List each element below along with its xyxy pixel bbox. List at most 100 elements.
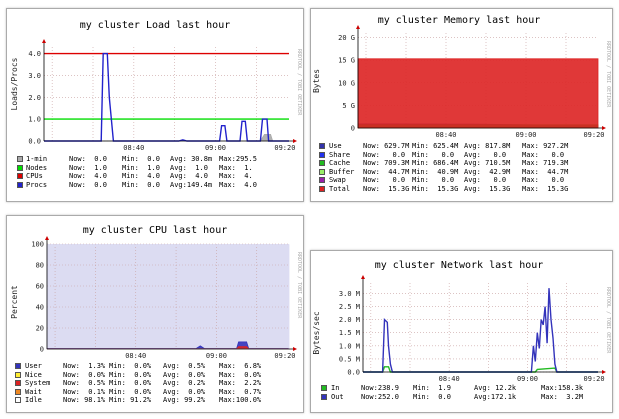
network-series-out: [363, 288, 598, 373]
network-y-tick-label: 2.5 M: [339, 303, 360, 311]
legend-avg: Avg: 0.0: [464, 150, 507, 159]
cpu-y-axis-arrow: [45, 236, 49, 240]
memory-x-tick-label: 09:00: [515, 131, 536, 139]
legend-avg: Avg: 42.9M: [464, 167, 511, 176]
cpu-y-axis-label: Percent: [10, 285, 19, 319]
legend-max: Max:158.3k: [541, 384, 584, 392]
legend-name: CPUs: [26, 172, 43, 181]
legend-swatch: [321, 393, 327, 400]
legend-avg: Avg: 15.3G: [464, 184, 511, 193]
legend-name: Procs: [26, 180, 48, 189]
legend-min: Min: 0.0%: [109, 387, 152, 396]
legend-avg: Avg: 30.8m: [170, 155, 213, 163]
memory-x-axis-arrow: [602, 126, 606, 130]
legend-avg: Avg: 0.0%: [163, 370, 206, 379]
legend-now: Now: 0.0: [363, 150, 406, 159]
load-x-tick-label: 08:40: [123, 144, 144, 152]
legend-now: Now:252.0: [361, 392, 399, 401]
legend-max: Max: 1.: [219, 163, 253, 172]
cpu-plot-area: [47, 244, 289, 349]
legend-avg: Avg: 1.0: [170, 163, 208, 172]
network-plot-area: [363, 283, 598, 372]
network-y-axis-arrow: [361, 275, 365, 279]
legend-now: Now: 44.7M: [363, 167, 410, 176]
legend-max: Max: 15.3G: [522, 184, 569, 193]
legend-avg: Avg: 817.8M: [464, 142, 511, 150]
legend-min: Min: 0.0: [122, 180, 160, 189]
legend-now: Now: 0.5%: [63, 379, 106, 388]
legend-name: Out: [331, 392, 344, 401]
load-y-axis-arrow: [42, 39, 46, 43]
load-series-procs: [44, 52, 289, 142]
legend-swatch: [319, 143, 325, 149]
legend-max: Max: 4.: [219, 172, 253, 181]
legend-swatch: [321, 385, 327, 391]
legend-min: Min: 15.3G: [412, 184, 459, 193]
network-x-tick-label: 09:20: [584, 375, 605, 383]
network-chart-svg: my cluster Network last hour Bytes/sec R…: [312, 260, 611, 383]
legend-now: Now: 1.0: [69, 163, 107, 172]
legend-max: Max: 0.0%: [219, 370, 262, 379]
legend-min: Min: 0.0%: [109, 370, 152, 379]
legend-max: Max: 4.0: [219, 180, 257, 189]
legend-name: Cache: [329, 159, 351, 168]
memory-y-tick-label: 20 G: [338, 34, 355, 42]
legend-name: Idle: [25, 396, 42, 405]
memory-chart-svg: my cluster Memory last hour Bytes RRDTOO…: [312, 15, 611, 139]
load-y-axis-label: Loads/Procs: [10, 57, 19, 110]
legend-max: Max: 0.0: [522, 150, 565, 159]
memory-x-tick-label: 08:40: [435, 131, 456, 139]
legend-min: Min: 686.4M: [412, 159, 459, 168]
memory-x-tick-label: 09:20: [583, 131, 604, 139]
legend-name: Swap: [329, 176, 346, 185]
memory-y-tick-label: 0: [351, 125, 355, 133]
legend-avg: Avg: 4.0: [170, 172, 208, 181]
cpu-y-tick-label: 80: [36, 262, 44, 270]
network-x-tick-label: 08:40: [439, 375, 460, 383]
legend-name: Share: [329, 150, 351, 159]
cpu-chart-panel: my cluster CPU last hour Percent RRDTOOL…: [6, 215, 304, 413]
load-x-tick-label: 09:20: [274, 144, 295, 152]
load-chart-svg: my cluster Load last hour Loads/Procs RR…: [10, 20, 302, 152]
memory-side-text: RRDTOOL / TOBI OETIKER: [605, 41, 611, 108]
memory-y-tick-label: 5 G: [342, 102, 355, 110]
network-y-tick-label: 2.0 M: [339, 316, 360, 324]
legend-avg: Avg: 0.5%: [163, 362, 206, 370]
legend-now: Now: 629.7M: [363, 142, 410, 150]
legend-swatch: [15, 380, 21, 387]
legend-name: User: [25, 362, 42, 370]
cpu-y-tick-label: 60: [36, 283, 44, 291]
memory-y-axis-label: Bytes: [312, 69, 321, 93]
legend-min: Min: 0.0%: [109, 362, 152, 370]
memory-chart-panel: my cluster Memory last hour Bytes RRDTOO…: [310, 8, 613, 202]
network-y-tick-label: 3.0 M: [339, 290, 360, 298]
cpu-side-text: RRDTOOL / TOBI OETIKER: [296, 252, 302, 319]
legend-avg: Avg: 0.0%: [163, 387, 206, 396]
legend-name: In: [331, 384, 340, 392]
legend-avg: Avg: 0.2%: [163, 379, 206, 388]
legend-min: Min: 40.9M: [412, 167, 459, 176]
legend-swatch: [17, 164, 23, 171]
load-y-tick-label: 2.0: [28, 94, 41, 102]
legend-swatch: [15, 397, 21, 404]
cpu-x-tick-label: 09:00: [206, 352, 227, 360]
legend-min: Min: 625.4M: [412, 142, 459, 150]
load-chart-title: my cluster Load last hour: [80, 20, 231, 31]
legend-max: Max: 719.3M: [522, 159, 569, 168]
legend-avg: Avg:172.1k: [474, 392, 517, 401]
network-chart-panel: my cluster Network last hour Bytes/sec R…: [310, 250, 613, 413]
legend-max: Max:295.5: [219, 155, 257, 163]
legend-swatch: [319, 160, 325, 167]
legend-now: Now:238.9: [361, 384, 399, 392]
load-plot-area: [44, 47, 289, 141]
memory-series-total: [357, 58, 599, 129]
legend-now: Now: 0.1%: [63, 387, 106, 396]
legend-name: Nice: [25, 370, 42, 379]
legend-swatch: [17, 156, 23, 162]
legend-now: Now: 1.3%: [63, 362, 106, 370]
legend-name: Total: [329, 184, 351, 193]
network-y-tick-label: 0.0: [347, 369, 360, 377]
cpu-x-tick-label: 08:40: [125, 352, 146, 360]
memory-y-axis-arrow: [356, 25, 360, 29]
legend-now: Now: 0.0: [69, 180, 107, 189]
